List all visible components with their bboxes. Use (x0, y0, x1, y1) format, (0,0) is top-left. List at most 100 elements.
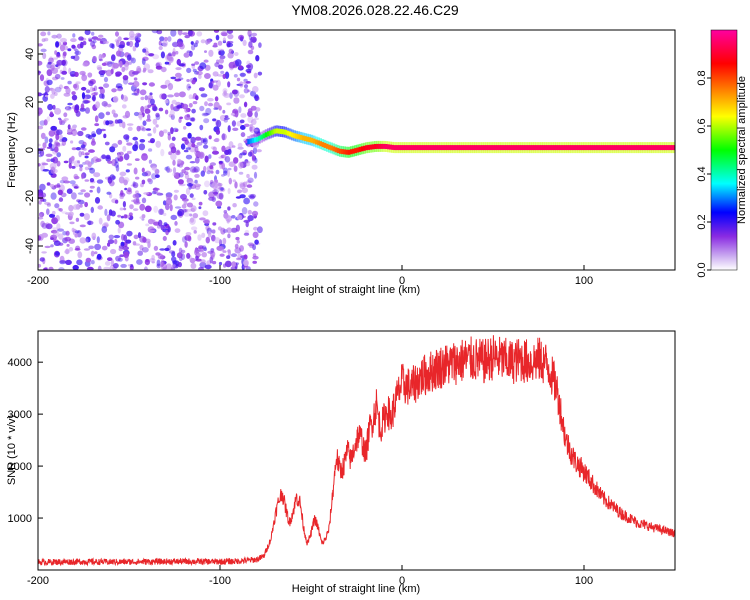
noise-cell (60, 37, 67, 43)
signal-cell (459, 145, 462, 151)
noise-cell (87, 72, 93, 78)
noise-cell (247, 209, 252, 215)
noise-cell (58, 267, 65, 270)
signal-cell (291, 132, 294, 138)
noise-cell (66, 243, 70, 247)
noise-cell (239, 183, 246, 189)
noise-cell (175, 150, 181, 156)
noise-cell (240, 113, 247, 118)
noise-cell (120, 215, 124, 219)
noise-cell (212, 71, 219, 77)
noise-cell (123, 251, 130, 259)
noise-cell (251, 38, 257, 44)
noise-cell (53, 92, 58, 96)
noise-cell (68, 247, 74, 252)
noise-cell (184, 241, 188, 248)
signal-cell (496, 145, 499, 151)
noise-cell (56, 160, 61, 167)
noise-cell (59, 208, 63, 212)
noise-cell (107, 242, 111, 247)
noise-cell (85, 257, 92, 263)
noise-cell (71, 147, 77, 151)
noise-cell (189, 193, 194, 198)
noise-cell (174, 78, 182, 82)
noise-cell (124, 96, 129, 102)
noise-cell (130, 57, 136, 64)
noise-cell (123, 153, 130, 161)
noise-cell (50, 63, 56, 68)
noise-cell (212, 118, 217, 122)
noise-cell (79, 212, 85, 217)
noise-cell (50, 192, 57, 200)
noise-cell (44, 266, 48, 270)
noise-cell (61, 211, 68, 214)
signal-cell (360, 146, 364, 152)
noise-cell (128, 36, 136, 41)
noise-cell (99, 73, 105, 77)
noise-cell (243, 197, 251, 205)
noise-cell (83, 248, 90, 251)
noise-cell (71, 44, 76, 49)
signal-cell (325, 143, 329, 149)
signal-cell (653, 145, 657, 151)
colorbar: 0.0 0.2 0.4 0.6 0.8 Normalized spectral ampl… (696, 29, 748, 278)
noise-cell (170, 146, 177, 154)
noise-cell (213, 101, 220, 110)
noise-cell (151, 30, 159, 34)
signal-cell (609, 145, 613, 151)
noise-cell (51, 57, 58, 60)
noise-cell (107, 120, 114, 125)
noise-cell (50, 93, 55, 99)
noise-cell (152, 54, 160, 60)
noise-cell (181, 204, 187, 209)
noise-cell (127, 126, 133, 131)
noise-cell (105, 111, 111, 116)
signal-cell (564, 145, 567, 151)
noise-cell (126, 163, 132, 166)
signal-cell (419, 145, 423, 151)
noise-cell (224, 115, 229, 118)
noise-cell (141, 127, 147, 132)
noise-cell (84, 30, 91, 36)
signal-cell (358, 146, 362, 152)
noise-cell (132, 193, 139, 199)
noise-cell (51, 67, 59, 74)
noise-cell (152, 118, 158, 125)
noise-cell (184, 34, 190, 39)
noise-cell (62, 119, 67, 123)
noise-cell (142, 82, 148, 86)
noise-cell (90, 40, 96, 47)
noise-cell (59, 44, 66, 52)
signal-cell (533, 145, 536, 151)
noise-cell (238, 153, 243, 159)
noise-cell (111, 159, 117, 167)
noise-cell (205, 107, 212, 115)
noise-cell (221, 174, 225, 177)
noise-cell (176, 210, 183, 217)
noise-cell (75, 217, 80, 222)
noise-cell (199, 261, 207, 269)
noise-cell (57, 117, 62, 121)
noise-region (38, 30, 263, 270)
noise-cell (113, 235, 121, 239)
noise-cell (71, 165, 76, 169)
signal-cell (537, 145, 541, 151)
noise-cell (48, 138, 53, 144)
noise-cell (231, 261, 237, 268)
noise-cell (38, 216, 44, 220)
noise-cell (55, 53, 61, 58)
noise-cell (119, 122, 123, 127)
noise-cell (46, 182, 51, 186)
spectrogram-x-label: Height of straight line (km) (292, 284, 420, 296)
noise-cell (202, 210, 209, 217)
signal-cell (267, 131, 270, 137)
noise-cell (156, 259, 161, 267)
noise-cell (81, 173, 84, 180)
snr-y-label: SNR (10 * v/v) (6, 415, 18, 485)
noise-cell (38, 43, 43, 47)
noise-cell (187, 132, 192, 139)
noise-cell (88, 80, 94, 87)
noise-cell (74, 230, 80, 234)
noise-cell (114, 238, 118, 245)
noise-cell (167, 94, 174, 98)
